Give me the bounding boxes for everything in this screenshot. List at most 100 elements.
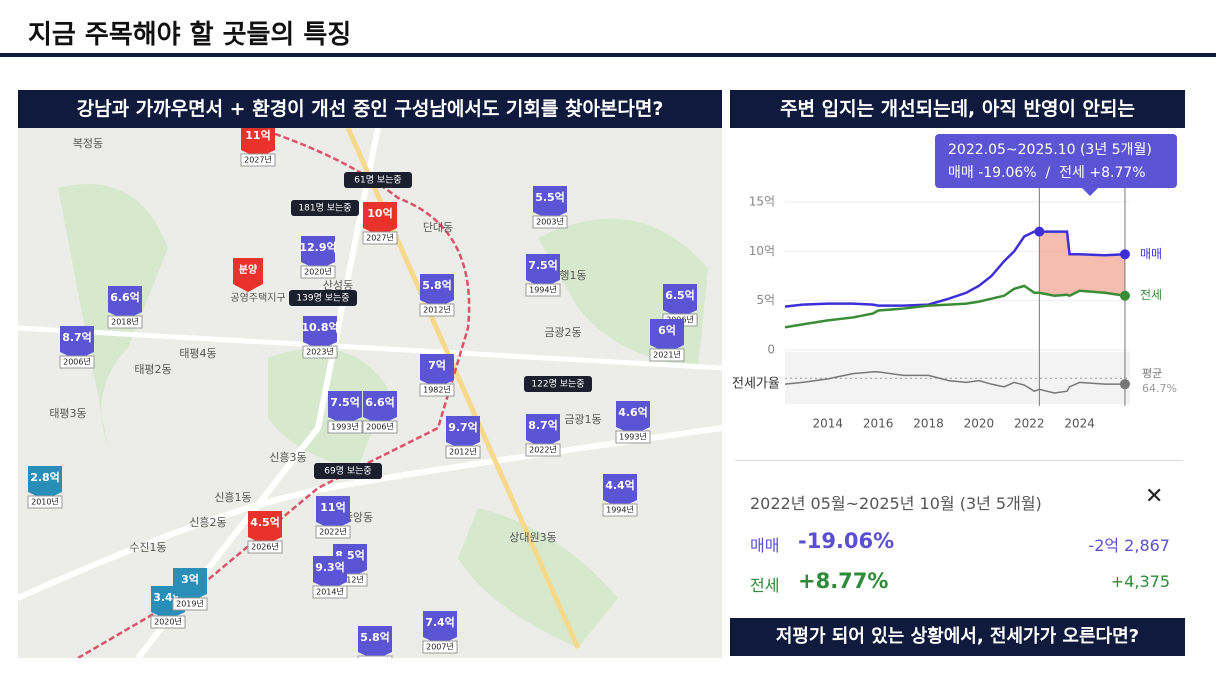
marker-year: 1994년 xyxy=(529,285,557,295)
marker-price: 8.7억 xyxy=(528,419,558,432)
map-marker xyxy=(420,354,454,388)
highlight-area xyxy=(1039,231,1125,296)
marker-price: 7.4억 xyxy=(425,616,455,629)
marker-year: 2022년 xyxy=(319,527,347,537)
marker-price: 4.4억 xyxy=(605,479,635,492)
marker-price: 12.9억 xyxy=(299,241,336,254)
viewer-text: 139명 보는중 xyxy=(296,293,349,304)
marker-year-box xyxy=(107,315,143,329)
tooltip xyxy=(935,134,1177,188)
place-label: 상대원3동 xyxy=(509,531,556,544)
marker-price: 10.8억 xyxy=(301,321,338,334)
title-rule xyxy=(0,53,1216,57)
marker-price: 6억 xyxy=(658,324,676,337)
special-marker xyxy=(233,258,263,292)
viewer-text: 181명 보는중 xyxy=(298,203,351,214)
series-label: 전세 xyxy=(1140,288,1162,302)
map-marker xyxy=(616,401,650,435)
marker-price: 8.7억 xyxy=(62,331,92,344)
map-marker xyxy=(60,326,94,360)
marker-year-box xyxy=(172,597,208,611)
marker-price: 7.5억 xyxy=(330,396,360,409)
place-label: 금광2동 xyxy=(544,326,581,339)
marker-year: 1993년 xyxy=(619,432,647,442)
avg-name: 평균 xyxy=(1142,367,1162,380)
x-tick-label: 2014 xyxy=(813,417,844,431)
map-marker xyxy=(650,319,684,353)
map-marker xyxy=(108,286,142,320)
map-marker xyxy=(526,254,560,288)
marker-year-box xyxy=(302,345,338,359)
summary-period: 2022년 05월~2025년 10월 (3년 5개월) xyxy=(750,494,1042,513)
start-dot xyxy=(1034,226,1045,237)
marker-year: 2014년 xyxy=(316,587,344,597)
road xyxy=(18,325,722,371)
map-marker xyxy=(28,466,62,500)
marker-year: 2027년 xyxy=(366,233,394,243)
marker-year: 2007년 xyxy=(426,642,454,652)
marker-year-box xyxy=(525,443,561,457)
marker-price: 7억 xyxy=(428,359,446,372)
road xyxy=(18,425,722,601)
marker-price: 4.5억 xyxy=(250,516,280,529)
place-label: 수진1동 xyxy=(129,541,166,554)
place-label: 중앙동 xyxy=(343,511,373,524)
y-tick-label: 10억 xyxy=(749,244,775,258)
map-marker xyxy=(663,284,697,318)
summary-change: +8.77% xyxy=(798,569,889,593)
viewer-text: 122명 보는중 xyxy=(531,379,584,390)
marker-year-box xyxy=(59,355,95,369)
marker-year: 2018년 xyxy=(111,317,139,327)
ratio-strip xyxy=(785,352,1130,404)
map-marker xyxy=(526,414,560,448)
end-dot xyxy=(1119,290,1130,301)
map-marker xyxy=(358,626,392,658)
marker-year-box xyxy=(247,540,283,554)
map-marker xyxy=(420,274,454,308)
divider xyxy=(735,460,1183,461)
marker-year: 1994년 xyxy=(606,505,634,515)
bottom-caption: 저평가 되어 있는 상황에서, 전세가가 오른다면? xyxy=(730,618,1185,656)
place-label: 태평2동 xyxy=(134,363,171,376)
y-tick-label: 0 xyxy=(767,343,775,357)
tooltip-text: 매매 -19.06% / 전세 +8.77% xyxy=(948,165,1146,181)
series-label: 전세가율 xyxy=(732,377,780,392)
map-marker xyxy=(173,568,207,602)
map-marker xyxy=(316,496,350,530)
end-dot xyxy=(1119,249,1130,260)
left-caption: 강남과 가까우면서 + 환경이 개선 중인 구성남에서도 기회를 찾아본다면? xyxy=(18,90,722,128)
subway-line xyxy=(77,128,471,658)
marker-year: 1982년 xyxy=(423,385,451,395)
marker-price: 10억 xyxy=(367,207,392,220)
map-marker xyxy=(603,474,637,508)
place-label: 금광1동 xyxy=(564,413,601,426)
marker-year-box xyxy=(532,215,568,229)
slide-title: 지금 주목해야 할 곳들의 특징 xyxy=(28,20,352,50)
right-caption: 주변 입지는 개선되는데, 아직 반영이 안되는 xyxy=(730,90,1185,128)
map-marker xyxy=(303,316,337,350)
tooltip-period: 2022.05~2025.10 (3년 5개월) xyxy=(948,142,1152,158)
place-label: 산성동 xyxy=(323,279,353,292)
x-tick-label: 2018 xyxy=(913,417,944,431)
series-line xyxy=(784,230,1126,308)
chart: 0 5억 10억 15억 2014 2016 2018 2020 2022 2024 매매전세전세가… xyxy=(732,134,1177,431)
close-button[interactable]: ✕ xyxy=(1145,484,1164,509)
marker-year-box xyxy=(419,383,455,397)
marker-year-box xyxy=(615,430,651,444)
series-label: 매매 xyxy=(1140,247,1162,261)
marker-year: 2021년 xyxy=(653,350,681,360)
marker-year-box xyxy=(300,265,336,279)
y-tick-label: 5억 xyxy=(756,293,775,307)
marker-year-box xyxy=(150,615,186,629)
viewer-badge xyxy=(289,290,357,306)
marker-year-box xyxy=(362,231,398,245)
series-line xyxy=(784,284,1126,329)
viewer-text: 61명 보는중 xyxy=(354,175,401,186)
park xyxy=(458,508,618,648)
summary-amount: +4,375 xyxy=(1110,572,1170,591)
x-tick-label: 2022 xyxy=(1014,417,1045,431)
viewer-text: 69명 보는중 xyxy=(324,466,371,477)
marker-price: 5.8억 xyxy=(360,631,390,644)
place-label: 신흥3동 xyxy=(269,450,306,464)
